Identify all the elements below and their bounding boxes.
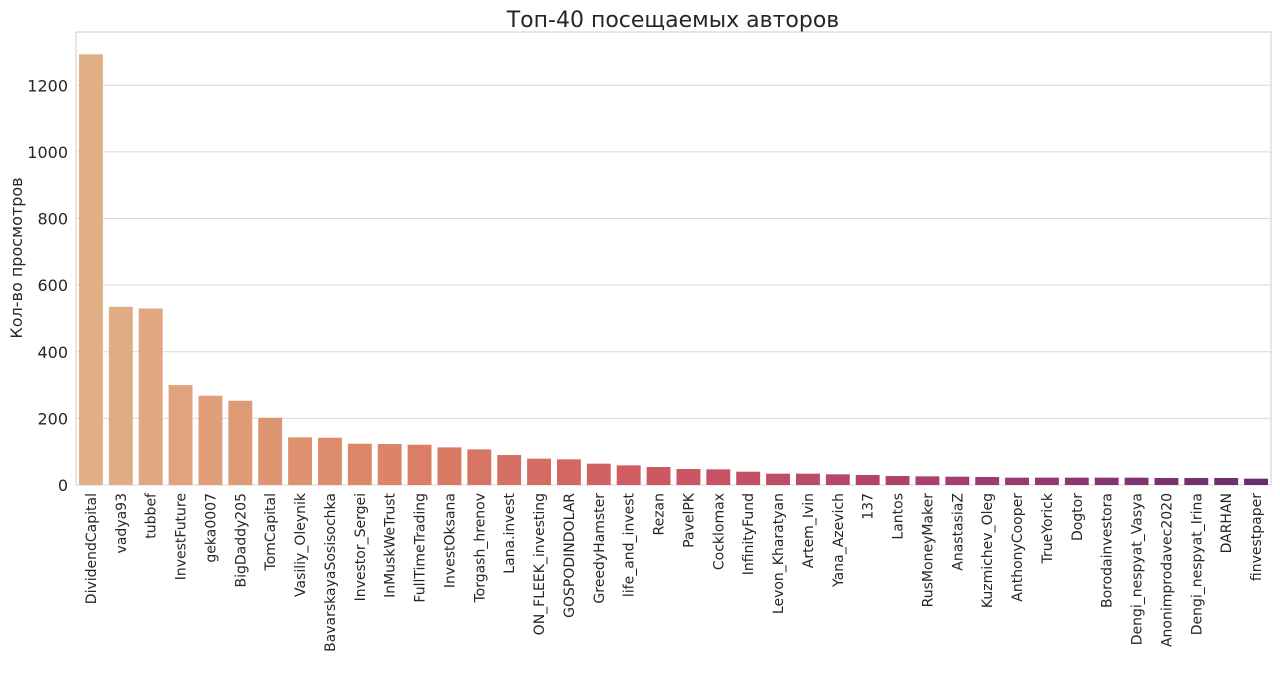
x-tick-label: AnthonyCooper: [1010, 493, 1026, 602]
x-tick-label: Yana_Azevich: [831, 493, 847, 588]
x-tick-label: life_and_invest: [622, 492, 638, 597]
bar-Dogtor: [1064, 477, 1089, 485]
bar-InfinityFund: [736, 471, 761, 485]
bar-Investor_Sergei: [347, 443, 372, 485]
y-axis-label: Кол-во просмотров: [7, 177, 26, 338]
x-tick-label: Lana.invest: [502, 492, 518, 573]
bar-ON_FLEEK_investing: [527, 458, 552, 485]
x-tick-label: Kuzmichev_Oleg: [980, 493, 996, 608]
bar-Rezan: [646, 467, 671, 485]
y-tick-label: 200: [37, 409, 68, 428]
bar-Artem_Ivin: [795, 473, 820, 485]
x-tick-label: ON_FLEEK_investing: [532, 493, 548, 635]
x-tick-label: Rezan: [652, 493, 668, 536]
bar-Borodainvestora: [1094, 477, 1119, 485]
x-tick-label: FullTimeTrading: [413, 493, 429, 603]
x-tick-label: Vasiliy_Oleynik: [293, 492, 309, 597]
x-tick-label: PavelPK: [681, 492, 697, 548]
bar-Cocklomax: [706, 469, 731, 485]
x-tick-label: finvestpaper: [1249, 493, 1265, 581]
bar-InMuskWeTrust: [377, 444, 402, 485]
chart-title: Топ-40 посещаемых авторов: [506, 8, 840, 33]
y-tick-label: 400: [37, 343, 68, 362]
x-tick-label: GOSPODINDOLAR: [562, 493, 578, 618]
bar-Vasiliy_Oleynik: [288, 437, 313, 485]
x-tick-label: Investor_Sergei: [353, 493, 369, 601]
x-tick-label: AnastasiaZ: [950, 493, 966, 571]
bar-AnthonyCooper: [1005, 477, 1030, 485]
x-tick-label: Lantos: [891, 493, 907, 540]
x-tick-label: Dengi_nespyat_Irina: [1189, 493, 1205, 635]
bar-DividendCapital: [78, 54, 103, 485]
bars: [78, 54, 1269, 485]
x-tick-label: InvestOksana: [442, 493, 458, 588]
x-tick-labels: DividendCapital vadya93 tubbef InvestFuture…: [84, 492, 1265, 652]
bar-InvestOksana: [437, 447, 462, 485]
bar-Anonimprodavec2020: [1154, 478, 1179, 485]
y-tick-label: 1200: [27, 76, 68, 95]
bar-BigDaddy205: [228, 400, 253, 485]
x-tick-label: TomCapital: [263, 493, 279, 571]
bar-Dengi_nespyat_Irina: [1184, 478, 1209, 485]
bar-InvestFuture: [168, 385, 193, 485]
x-tick-label: Torgash_hrenov: [472, 493, 488, 604]
bar-GreedyHamster: [586, 463, 611, 485]
y-tick-label: 600: [37, 276, 68, 295]
x-tick-label: tubbef: [144, 492, 160, 539]
x-tick-label: InMuskWeTrust: [383, 492, 399, 597]
bar-Lantos: [885, 476, 910, 485]
bar-vadya93: [108, 306, 133, 485]
y-tick-label: 1000: [27, 143, 68, 162]
x-tick-label: vadya93: [114, 493, 130, 553]
bar-BavarskayaSosisochka: [317, 437, 342, 485]
y-tick-label: 0: [58, 476, 68, 495]
plot-background: [75, 31, 1272, 486]
x-tick-label: Dengi_nespyat_Vasya: [1130, 493, 1146, 645]
x-tick-label: Dogtor: [1070, 493, 1086, 541]
bar-life_and_invest: [616, 465, 641, 485]
bar-finvestpaper: [1244, 478, 1269, 485]
x-tick-label: Cocklomax: [711, 493, 727, 570]
x-tick-label: TrueYorick: [1040, 492, 1056, 564]
bar-TrueYorick: [1034, 477, 1059, 485]
bar-FullTimeTrading: [407, 444, 432, 485]
bar-AnastasiaZ: [945, 476, 970, 485]
x-tick-label: RusMoneyMaker: [920, 493, 936, 608]
x-tick-label: Anonimprodavec2020: [1159, 493, 1175, 647]
y-tick-labels: 0 200 400 600 800 1000 1200: [27, 76, 68, 495]
x-tick-label: geka0007: [203, 493, 219, 563]
bar-DARHAN: [1214, 478, 1239, 485]
x-tick-label: BavarskayaSosisochka: [323, 493, 339, 652]
x-tick-label: Artem_Ivin: [801, 493, 817, 568]
bar-GOSPODINDOLAR: [556, 459, 581, 485]
bar-geka0007: [198, 395, 223, 485]
bar-Levon_Kharatyan: [766, 473, 791, 485]
bar-137: [855, 475, 880, 485]
bar-RusMoneyMaker: [915, 476, 940, 485]
x-tick-label: Levon_Kharatyan: [771, 493, 787, 614]
x-tick-label: 137: [861, 493, 877, 520]
x-tick-label: BigDaddy205: [233, 493, 249, 588]
x-tick-label: Borodainvestora: [1100, 493, 1116, 608]
bar-TomCapital: [258, 417, 283, 485]
y-tick-label: 800: [37, 210, 68, 229]
x-tick-label: DividendCapital: [84, 493, 100, 604]
bar-Torgash_hrenov: [467, 449, 492, 485]
bar-Dengi_nespyat_Vasya: [1124, 477, 1149, 485]
x-tick-label: GreedyHamster: [592, 493, 608, 604]
x-tick-label: DARHAN: [1219, 493, 1235, 553]
x-tick-label: InfinityFund: [741, 493, 757, 575]
bar-Kuzmichev_Oleg: [975, 477, 1000, 485]
x-tick-label: InvestFuture: [174, 493, 190, 580]
bar-Lana.invest: [497, 455, 522, 485]
bar-tubbef: [138, 308, 163, 485]
bar-Yana_Azevich: [825, 474, 850, 485]
bar-PavelPK: [676, 469, 701, 485]
